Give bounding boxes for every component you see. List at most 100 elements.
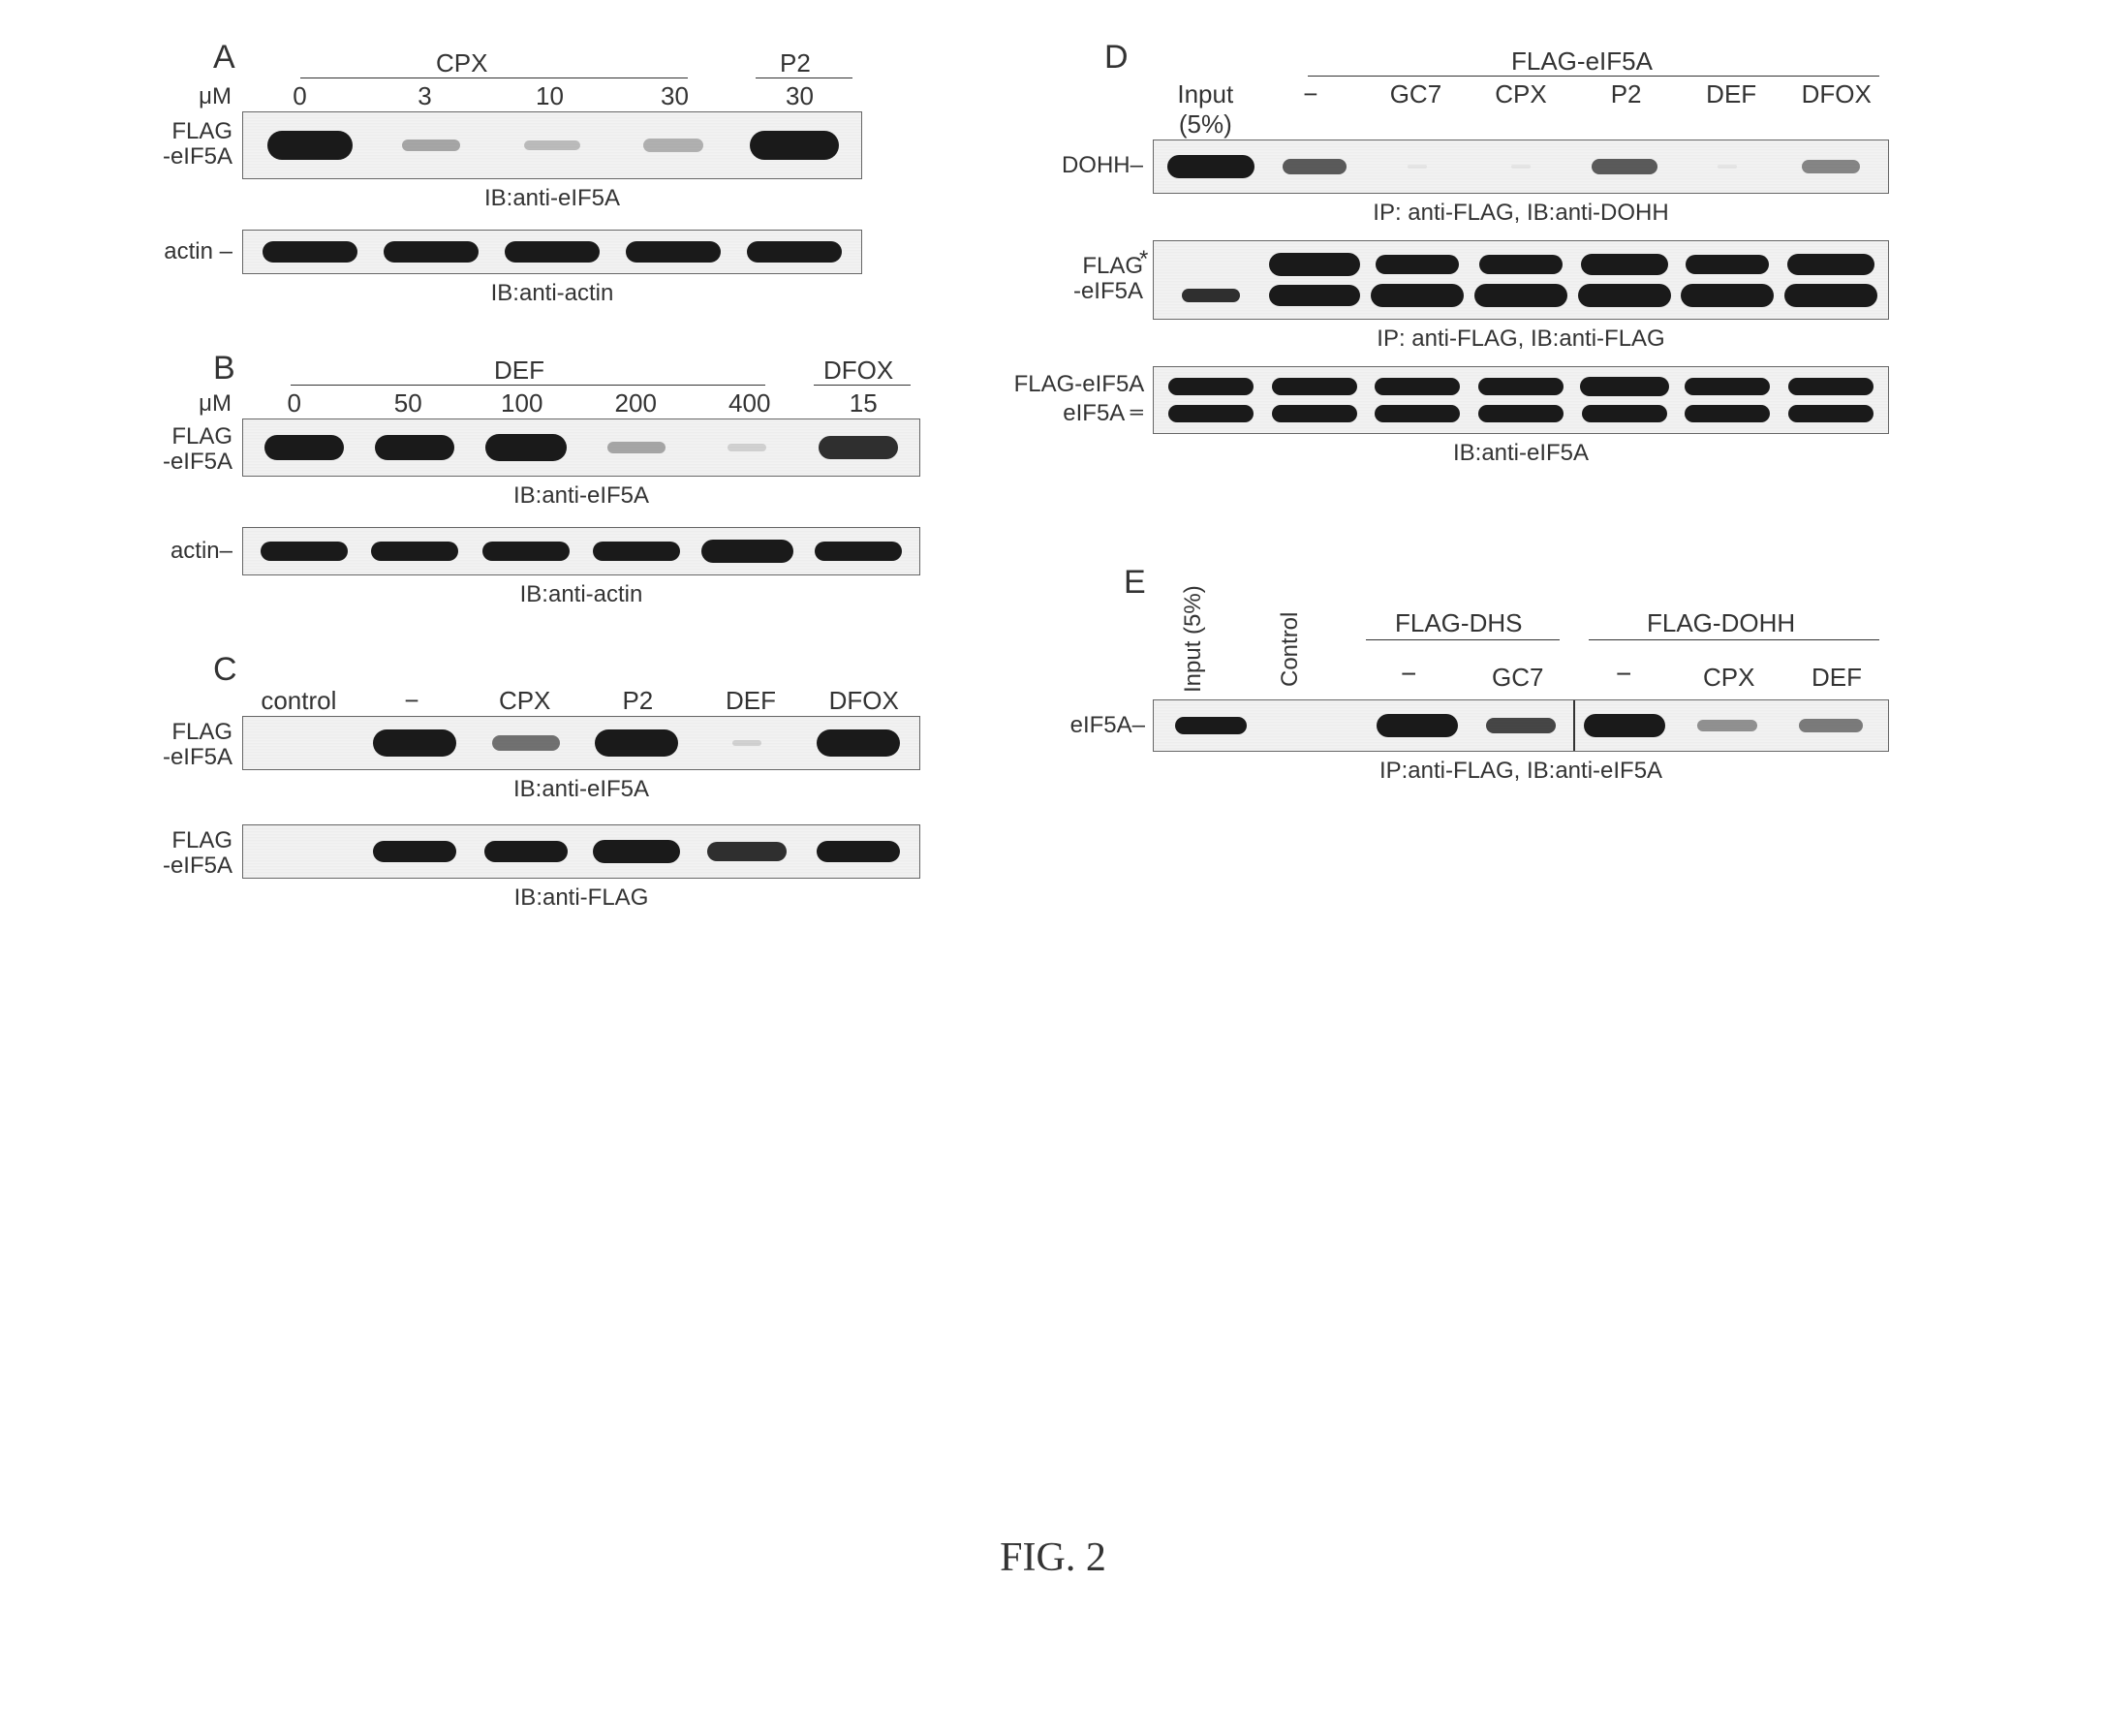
lane-label: 400: [693, 388, 807, 418]
gel-band: [707, 842, 787, 861]
lane: [1160, 402, 1263, 425]
lane: [692, 419, 802, 476]
panel-a-header-cpx: CPX: [436, 48, 487, 78]
lane: [1263, 251, 1367, 278]
gel-band: [1581, 254, 1668, 275]
gel-band: [484, 841, 568, 862]
gel-band: [263, 241, 357, 263]
gel-band: [1269, 253, 1360, 276]
panel-d-lanes: Input (5%)−GC7CPXP2DEFDFOX: [1153, 79, 1889, 140]
gel-band: [1511, 165, 1531, 169]
panel-e-group1: FLAG-DHS: [1395, 608, 1522, 638]
gel-band: [595, 729, 678, 757]
panel-c-letter: C: [213, 651, 237, 689]
gel-band: [1168, 405, 1254, 422]
lane: [359, 528, 470, 574]
lane: [692, 825, 802, 878]
lane: [1263, 700, 1367, 751]
panel-d-ib3: IB:anti-eIF5A: [1153, 440, 1889, 467]
gel-band: [1802, 160, 1860, 173]
panel-e-lane-input: Input (5%): [1180, 581, 1207, 698]
lane-label: −: [1258, 79, 1364, 140]
lane: [1779, 402, 1882, 425]
left-column: A CPX P2 μM 03103030 FLAG -eIF5A IB:anti…: [116, 39, 959, 912]
panel-e-header: Input (5%) Control FLAG-DHS − GC7 FLAG-D…: [1153, 574, 1889, 699]
lane: [1160, 700, 1263, 751]
panel-b-gel-1: [242, 418, 920, 477]
panel-b-row1-label: FLAG -eIF5A: [116, 424, 232, 476]
panel-b-header: DEF DFOX: [242, 356, 920, 388]
panel-d-ib2: IP: anti-FLAG, IB:anti-FLAG: [1153, 326, 1889, 353]
lane: [734, 112, 855, 178]
lane: [1366, 251, 1470, 278]
lane: [1470, 375, 1573, 398]
lane-label: 3: [362, 81, 487, 111]
lane: [1160, 140, 1263, 193]
panel-e-row-label: eIF5A–: [1056, 713, 1145, 738]
panel-d-letter: D: [1104, 39, 1129, 77]
lane: [249, 231, 370, 273]
lane: [1779, 375, 1882, 398]
panel-e: E Input (5%) Control FLAG-DHS − GC7 FLAG…: [1046, 574, 1889, 785]
lane: [471, 717, 581, 769]
lane-label: 0: [237, 388, 352, 418]
gel-band: [384, 241, 479, 263]
lane-label: CPX: [1469, 79, 1574, 140]
lane: [1470, 282, 1573, 309]
panel-b-row2-label: actin–: [116, 539, 232, 564]
lane: [803, 717, 914, 769]
lane: [734, 231, 855, 273]
panel-a: A CPX P2 μM 03103030 FLAG -eIF5A IB:anti…: [116, 39, 959, 307]
lane: [359, 419, 470, 476]
lane-label: 30: [737, 81, 862, 111]
gel-band: [505, 241, 600, 263]
gel-band: [1580, 377, 1669, 396]
lane: [1779, 700, 1882, 751]
lane: [1366, 140, 1470, 193]
panel-c-ib2: IB:anti-FLAG: [242, 884, 920, 912]
lane: [581, 419, 692, 476]
panel-b-header-dfox: DFOX: [823, 356, 893, 386]
lane-label: 10: [487, 81, 612, 111]
panel-d-gel-1: [1153, 140, 1889, 194]
lane-label: DFOX: [807, 686, 920, 716]
gel-band: [1787, 254, 1874, 275]
gel-band: [1269, 285, 1360, 306]
lane: [1470, 402, 1573, 425]
lane-label: DEF: [695, 686, 808, 716]
panel-b-ib1: IB:anti-eIF5A: [242, 482, 920, 510]
right-column: D FLAG-eIF5A Input (5%)−GC7CPXP2DEFDFOX …: [1046, 39, 1889, 912]
gel-band: [1376, 255, 1459, 274]
panel-d-header-group: FLAG-eIF5A: [1511, 46, 1653, 77]
lane: [613, 231, 734, 273]
lane: [1366, 375, 1470, 398]
lane-label: 100: [465, 388, 579, 418]
panel-d-header: FLAG-eIF5A: [1153, 45, 1889, 79]
gel-band: [817, 729, 900, 757]
lane-label: GC7: [1363, 79, 1469, 140]
gel-band: [747, 241, 842, 263]
lane: [1676, 375, 1780, 398]
gel-band: [371, 542, 458, 561]
lane: [1263, 140, 1367, 193]
lane: [1160, 375, 1263, 398]
lane-label: 0: [237, 81, 362, 111]
lane: [249, 112, 370, 178]
panel-a-row2-label: actin –: [116, 239, 232, 264]
lane: [1676, 282, 1780, 309]
lane: [471, 825, 581, 878]
lane: [1160, 282, 1263, 309]
gel-band: [373, 729, 456, 757]
lane-label: CPX: [468, 686, 581, 716]
gel-band: [1799, 719, 1863, 732]
panel-a-gel-1: [242, 111, 862, 179]
gel-band: [1686, 255, 1769, 274]
gel-band: [1592, 159, 1657, 174]
lane: [1263, 375, 1367, 398]
gel-band: [593, 840, 680, 863]
lane: [1470, 700, 1573, 751]
lane: [692, 528, 802, 574]
panel-e-g2-l1: CPX: [1703, 663, 1754, 693]
panel-c-row1-label: FLAG -eIF5A: [116, 720, 232, 771]
panel-b-ib2: IB:anti-actin: [242, 581, 920, 608]
